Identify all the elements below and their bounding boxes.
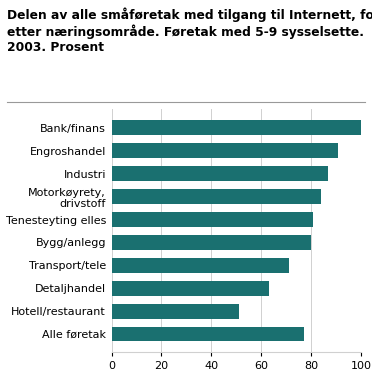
Bar [112, 121, 361, 135]
Bar [112, 235, 311, 250]
Bar [112, 326, 304, 341]
Bar [112, 189, 321, 204]
Bar [112, 143, 339, 158]
Bar [112, 212, 314, 227]
Bar [112, 281, 269, 296]
Bar [112, 303, 239, 319]
Bar [112, 258, 289, 273]
Text: Delen av alle småføretak med tilgang til Internett, fordelt
etter næringsområde.: Delen av alle småføretak med tilgang til… [7, 7, 372, 54]
Bar [112, 166, 328, 181]
